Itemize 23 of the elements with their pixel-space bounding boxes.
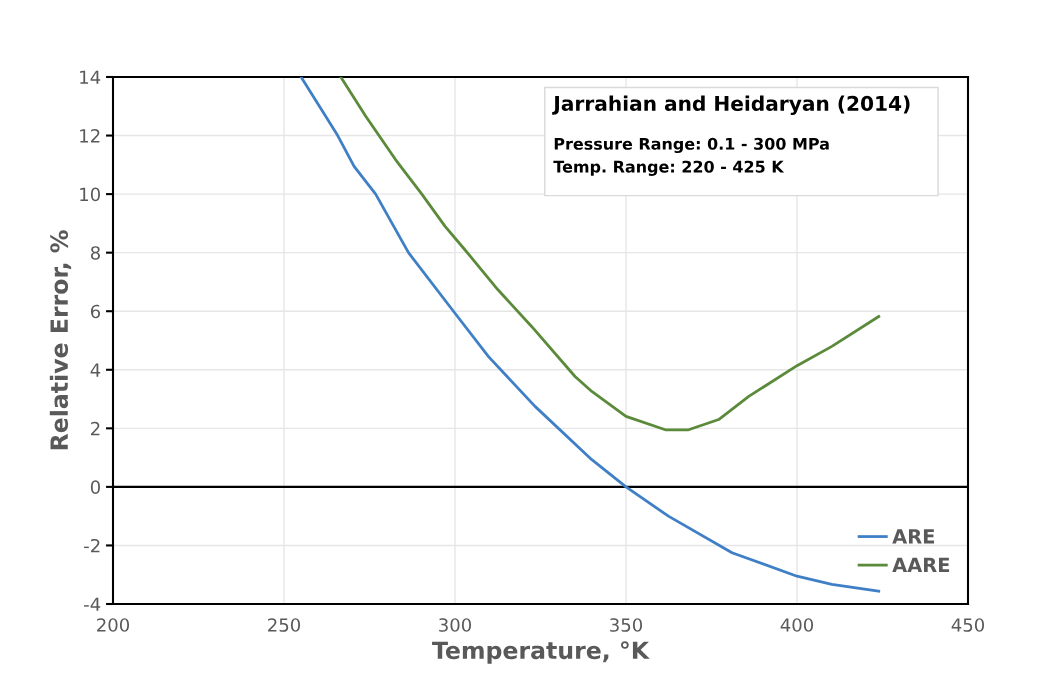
y-tick-label: -4 (84, 597, 101, 611)
y-tick-label: 8 (90, 246, 100, 260)
legend-label: ARE (892, 529, 935, 544)
x-tick-label: 350 (610, 618, 643, 632)
y-tick-label: 4 (90, 363, 101, 377)
annotation: Jarrahian and Heidaryan (2014) (552, 95, 910, 116)
annotation: Pressure Range: 0.1 - 300 MPa (554, 137, 829, 154)
x-tick-label: 200 (97, 618, 130, 632)
y-tick-label: 14 (80, 70, 101, 84)
x-tick-label: 300 (439, 618, 472, 632)
x-tick-label: 400 (780, 618, 814, 632)
x-axis-title: Temperature, °K (432, 641, 650, 664)
y-tick-label: 12 (80, 129, 100, 143)
y-tick-label: 6 (90, 304, 101, 319)
y-tick-label: 10 (80, 187, 100, 202)
legend-label: AARE (892, 557, 950, 572)
annotation: Temp. Range: 220 - 425 K (553, 160, 785, 176)
y-tick-label: 2 (91, 421, 100, 436)
x-tick-label: 250 (268, 618, 301, 632)
y-tick-label: 0 (90, 480, 100, 495)
x-tick-label: 450 (951, 618, 985, 632)
y-tick-label: -2 (84, 538, 100, 553)
y-axis-title: Relative Error, % (49, 230, 72, 450)
